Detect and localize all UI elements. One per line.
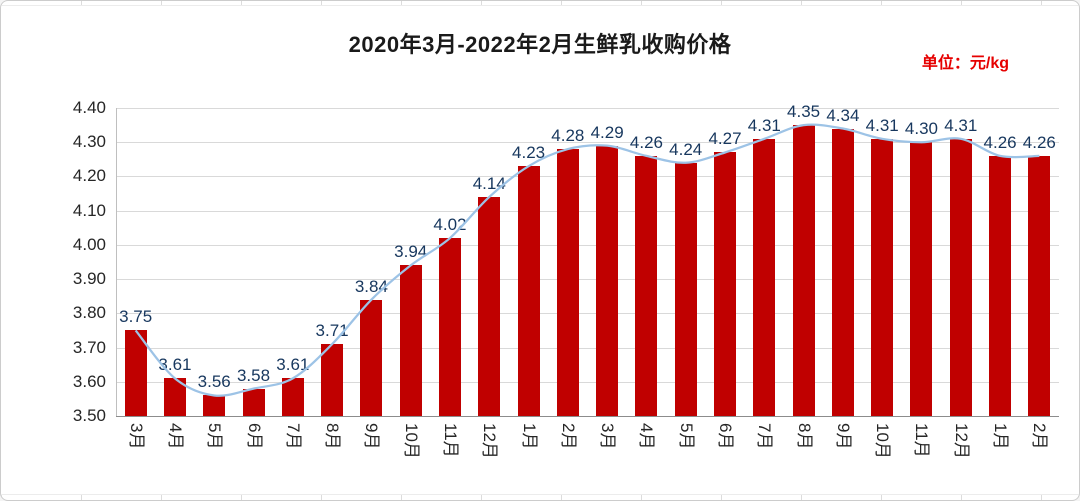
x-axis-label: 12月	[480, 423, 500, 459]
x-axis-label: 5月	[205, 423, 225, 450]
bar	[438, 238, 461, 416]
x-axis-label: 7月	[283, 423, 303, 450]
bar	[989, 155, 1012, 416]
bar	[281, 378, 304, 416]
y-axis-label: 3.70	[72, 337, 106, 357]
bar-value-label: 4.14	[472, 173, 506, 193]
bar-value-label: 4.26	[629, 132, 663, 152]
bar-value-label: 3.94	[394, 242, 428, 262]
bar-value-label: 4.24	[669, 139, 703, 159]
bar	[1028, 155, 1051, 416]
x-axis-label: 7月	[755, 423, 775, 450]
bar	[203, 395, 226, 416]
gridline	[116, 347, 1059, 349]
x-axis-label: 11月	[912, 423, 932, 458]
spreadsheet-gridline-top	[1, 1, 1079, 6]
x-axis-label: 4月	[637, 423, 657, 450]
x-axis-label: 11月	[440, 423, 460, 458]
gridline	[116, 142, 1059, 144]
bar	[242, 388, 265, 416]
gridline	[116, 244, 1059, 246]
gridline	[116, 279, 1059, 281]
x-axis-label: 8月	[794, 423, 814, 450]
x-axis-label: 1月	[991, 423, 1011, 450]
gridline	[116, 381, 1059, 383]
bar-value-label: 4.31	[865, 115, 899, 135]
bar	[635, 155, 658, 416]
x-axis-label: 2月	[558, 423, 578, 450]
gridline	[116, 313, 1059, 315]
bar-value-label: 4.26	[983, 132, 1017, 152]
x-axis-label: 8月	[323, 423, 343, 450]
x-axis-baseline	[116, 416, 1059, 417]
plot-area: 4.40 4.30 4.20 4.10 4.00 3.90 3.80 3.70 3.60 3.50…	[73, 99, 1059, 459]
x-axis-label: 1月	[519, 423, 539, 450]
y-axis-line	[116, 108, 117, 416]
y-axis-label: 3.90	[72, 269, 106, 289]
x-axis-label: 6月	[244, 423, 264, 450]
bar	[792, 125, 815, 416]
x-axis-label: 12月	[951, 423, 971, 459]
bar	[321, 344, 344, 416]
bar	[399, 265, 422, 416]
x-axis-label: 3月	[126, 423, 146, 450]
bar	[949, 138, 972, 416]
bar	[517, 166, 540, 416]
x-axis-label: 10月	[873, 423, 893, 459]
x-axis-label: 3月	[598, 423, 618, 450]
bar	[556, 149, 579, 416]
y-axis-label: 3.80	[72, 303, 106, 323]
y-axis-label: 4.30	[72, 132, 106, 152]
bar-value-label: 3.56	[197, 372, 231, 392]
y-axis-label: 3.50	[72, 406, 106, 425]
y-axis-label: 4.00	[72, 234, 106, 254]
x-axis-label: 9月	[362, 423, 382, 450]
bar-value-label: 4.31	[944, 115, 978, 135]
bar	[674, 162, 697, 416]
bar	[714, 152, 737, 416]
bar-value-label: 4.30	[904, 119, 939, 139]
chart-title: 2020年3月-2022年2月生鲜乳收购价格	[348, 32, 732, 57]
bar-value-label: 4.23	[512, 143, 546, 163]
bar	[831, 128, 854, 416]
y-axis-label: 4.10	[72, 200, 106, 220]
y-axis-label: 4.40	[72, 98, 106, 117]
x-axis-label: 2月	[1030, 423, 1050, 450]
bar	[124, 330, 147, 416]
unit-label: 单位：元/kg	[921, 55, 1009, 72]
gridline	[116, 108, 1059, 109]
bar-value-label: 3.75	[119, 307, 153, 327]
x-axis-label: 10月	[401, 423, 421, 459]
x-axis-label: 9月	[833, 423, 853, 450]
price-line	[134, 123, 1040, 397]
bar-value-label: 4.26	[1022, 132, 1056, 152]
bar	[871, 138, 894, 416]
gridline	[116, 176, 1059, 178]
bar-value-label: 4.27	[708, 129, 742, 149]
price-line-layer	[134, 123, 1040, 397]
spreadsheet-gridline-bottom	[1, 494, 1079, 500]
bar	[478, 196, 501, 416]
bar	[753, 138, 776, 416]
bar-value-label: 3.61	[276, 355, 310, 375]
bar-value-label: 4.31	[747, 115, 781, 135]
bar	[910, 142, 933, 416]
bar-value-label: 4.34	[826, 105, 860, 125]
bar	[596, 145, 619, 416]
x-axis-label: 5月	[676, 423, 696, 450]
bar-value-label: 4.28	[551, 126, 585, 146]
bar	[360, 299, 383, 416]
x-axis-label: 6月	[716, 423, 736, 450]
gridline	[116, 210, 1059, 212]
bar	[163, 378, 186, 416]
y-axis-label: 4.20	[72, 166, 106, 186]
bar-value-label: 4.35	[787, 102, 821, 122]
y-axis-label: 3.60	[72, 371, 106, 391]
bar-value-label: 3.58	[236, 365, 271, 385]
x-axis-label: 4月	[165, 423, 185, 450]
bar-value-label: 4.29	[590, 122, 624, 142]
